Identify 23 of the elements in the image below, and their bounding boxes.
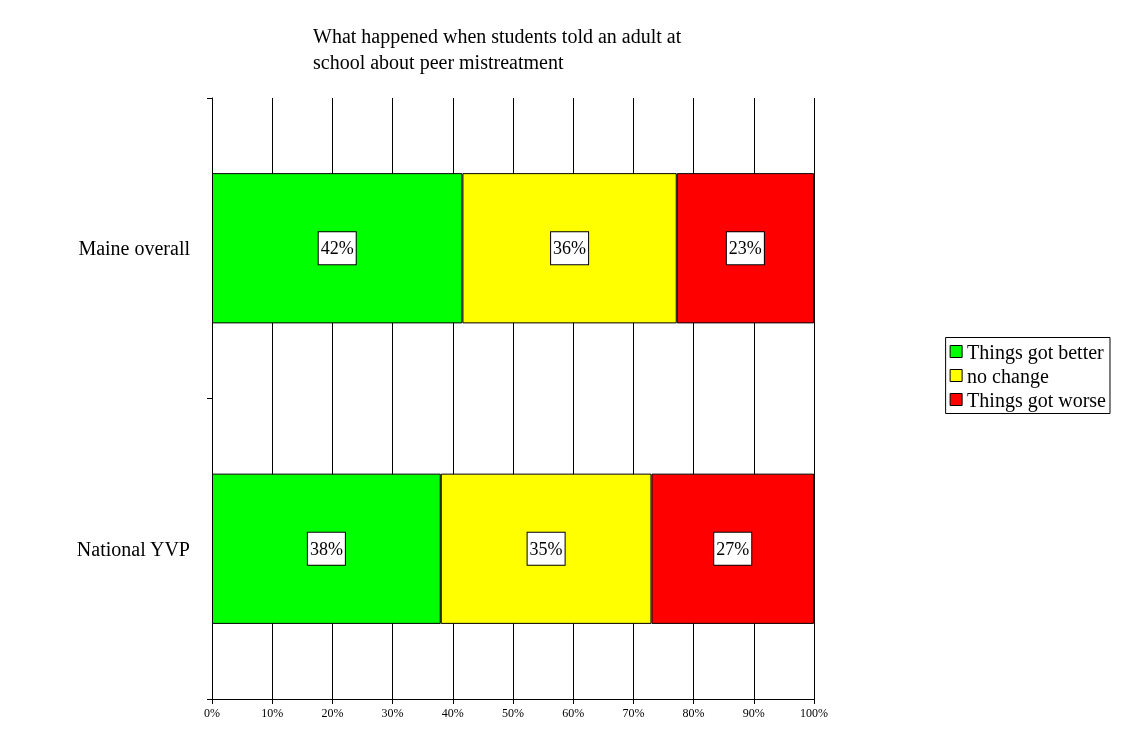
x-tick-label: 20% xyxy=(321,706,344,720)
legend-label: no change xyxy=(967,364,1049,388)
x-tick-label: 60% xyxy=(562,706,585,720)
x-tick-label: 0% xyxy=(204,706,220,720)
data-label: 27% xyxy=(716,538,750,559)
data-label: 38% xyxy=(309,538,343,559)
x-tick-label: 100% xyxy=(800,706,828,720)
y-tick-label: Maine overall xyxy=(78,237,191,260)
x-tick-label: 90% xyxy=(742,706,765,720)
legend-label: Things got worse xyxy=(967,388,1107,412)
y-tick-label: National YVP xyxy=(76,537,190,560)
data-label: 36% xyxy=(553,238,587,259)
x-tick-label: 10% xyxy=(261,706,284,720)
x-tick-label: 40% xyxy=(441,706,464,720)
x-tick-label: 80% xyxy=(682,706,705,720)
chart-title: What happened when students told an adult at school about peer mistreatment xyxy=(313,25,687,74)
x-tick-label: 70% xyxy=(622,706,645,720)
x-tick-label: 50% xyxy=(502,706,524,720)
data-label: 23% xyxy=(728,238,762,259)
x-tick-label: 30% xyxy=(381,706,404,720)
legend-label: Things got better xyxy=(967,340,1105,364)
data-label: 35% xyxy=(529,538,563,559)
data-label: 42% xyxy=(320,238,354,259)
